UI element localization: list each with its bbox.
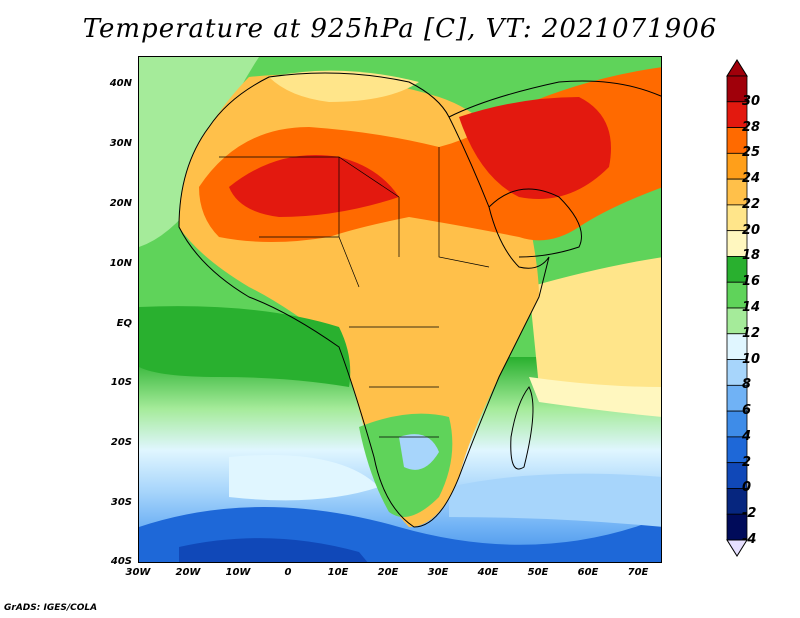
lon-label: 70E [627, 567, 649, 578]
colorbar-tick-label: 12 [742, 325, 761, 341]
colorbar-tick-label: -4 [742, 532, 757, 547]
colorbar-tick-label: 14 [742, 300, 761, 315]
warm-field-indian-ocean [529, 257, 661, 417]
lon-label: 30W [125, 567, 151, 578]
credit-text: GrADS: IGES/COLA [4, 603, 98, 613]
lon-label: 60E [577, 567, 599, 578]
colorbar-tick-label: 30 [742, 93, 761, 109]
southern-africa-cool-patch [399, 434, 439, 470]
colorbar-top-arrow [726, 59, 748, 77]
colorbar-tick-label: 20 [742, 222, 761, 238]
cool-field-southeast [449, 473, 661, 527]
cool-field-southwest [229, 455, 379, 501]
coldest-field [179, 538, 368, 562]
africa-coastline [178, 72, 550, 528]
lon-label: 10E [327, 567, 349, 578]
lat-label: 30S [110, 497, 132, 508]
lon-label: 0 [284, 567, 292, 578]
lon-label: 20E [377, 567, 399, 578]
arabia-coastline [448, 80, 661, 258]
colorbar-tick-label: 4 [742, 428, 752, 444]
lat-label: 30N [109, 138, 132, 149]
lon-label: 20W [175, 567, 201, 578]
mild-field-indian-ocean [529, 377, 661, 417]
colorbar-tick-label: -2 [742, 506, 757, 522]
colorbar-tick-label: 2 [742, 454, 752, 470]
colorbar-tick-label: 28 [742, 119, 761, 135]
colorbar-tick-label: 10 [742, 351, 761, 367]
map-canvas [139, 57, 661, 562]
lon-label: 10W [225, 567, 251, 578]
colorbar-tick-label: 16 [742, 274, 761, 290]
colorbar-tick-label: 8 [742, 377, 752, 393]
colorbar-tick-label: 6 [742, 403, 752, 419]
lon-label: 50E [527, 567, 549, 578]
country-borders [219, 147, 490, 438]
arabia-hottest-field [459, 97, 611, 199]
lat-label: 20S [110, 437, 132, 448]
lon-label: 40E [477, 567, 499, 578]
lat-label: 10S [110, 377, 132, 388]
colorbar-tick-label: 0 [742, 480, 752, 496]
sahara-hottest-field [229, 155, 399, 217]
madagascar-coastline [510, 386, 534, 470]
colorbar-tick-label: 24 [742, 171, 761, 187]
colorbar-tick-label: 18 [742, 248, 761, 264]
lat-label: 40N [109, 78, 132, 89]
lon-label: 30E [427, 567, 449, 578]
colorbar-tick-label: 22 [742, 196, 761, 212]
lat-label: 10N [109, 258, 132, 269]
mediterranean-field [269, 70, 419, 102]
lat-label: 20N [109, 198, 132, 209]
temperature-map [138, 56, 662, 563]
lat-label: 40S [110, 556, 132, 567]
colorbar [726, 59, 748, 557]
gulf-of-guinea-field [139, 306, 351, 387]
colorbar-tick-label: 25 [742, 145, 761, 161]
colorbar-bottom-arrow [726, 539, 748, 557]
lat-label: EQ [116, 318, 132, 329]
chart-title: Temperature at 925hPa [C], VT: 202107190… [82, 14, 718, 44]
